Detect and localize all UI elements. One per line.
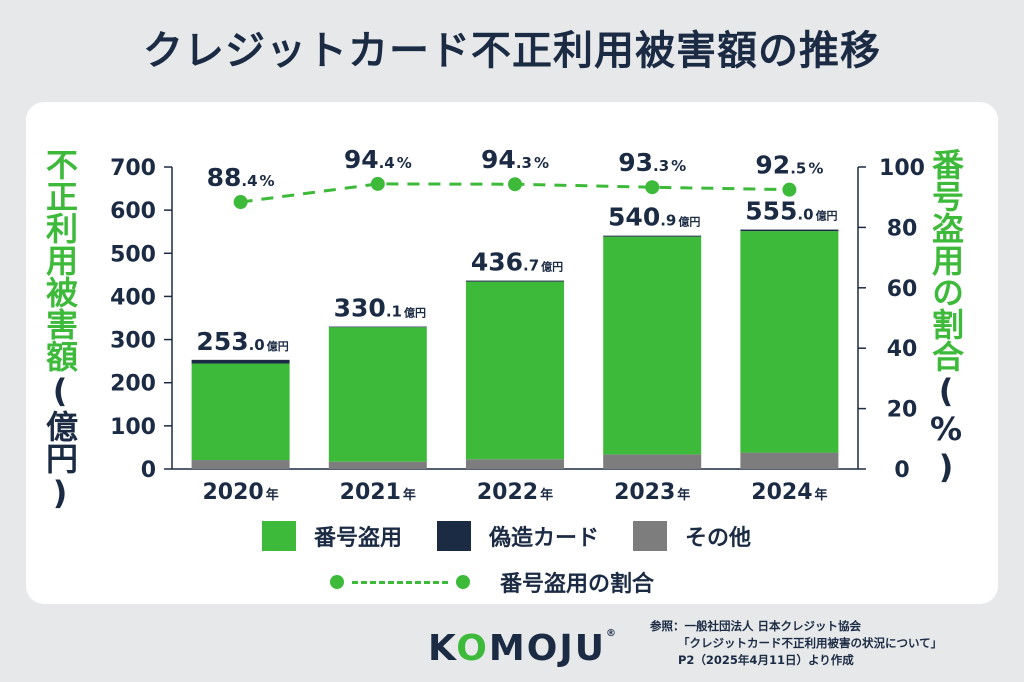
bar-segment-other xyxy=(328,461,427,469)
x-tick-label: 2020 年 xyxy=(202,480,278,505)
komoju-logo: KOMOJU® xyxy=(428,628,618,669)
bar-segment-counterfeit xyxy=(740,229,839,232)
ratio-data-label: 93.3% xyxy=(618,148,686,177)
ratio-point xyxy=(233,195,248,210)
right-tick-label: 100 xyxy=(879,156,925,181)
ratio-point xyxy=(508,177,522,192)
left-tick-label: 600 xyxy=(110,199,156,224)
bar-total-label: 330.1 億円 xyxy=(334,294,426,323)
bar-total-label: 436.7 億円 xyxy=(471,248,563,277)
left-tick-label: 300 xyxy=(110,329,156,354)
logo-text-o: O xyxy=(456,628,489,669)
legend-swatch-counterfeit xyxy=(437,521,471,551)
right-tick-label: 0 xyxy=(894,458,909,483)
ratio-point xyxy=(645,180,660,195)
right-tick-label: 40 xyxy=(887,337,918,362)
left-tick-label: 0 xyxy=(141,458,156,483)
source-line-2: 「クレジットカード不正利用被害の状況について」 xyxy=(678,636,943,650)
bar-segment-theft xyxy=(466,281,564,460)
bar-segment-theft xyxy=(191,363,290,461)
source-note: 参照：一般社団法人 日本クレジット協会 「クレジットカード不正利用被害の状況につ… xyxy=(650,618,1000,669)
left-tick-label: 400 xyxy=(110,285,156,310)
legend-label-other: その他 xyxy=(685,526,752,551)
right-axis-label-main: 番号盗用の割合 xyxy=(927,148,965,372)
left-tick-label: 100 xyxy=(110,415,156,440)
page-title: クレジットカード不正利用被害額の推移 xyxy=(143,28,881,74)
right-tick-label: 80 xyxy=(887,216,918,241)
x-tick-label: 2021 年 xyxy=(340,480,416,505)
logo-text-moju: MOJU xyxy=(488,628,606,669)
legend-swatch-other xyxy=(633,521,667,551)
legend-label-ratio: 番号盗用の割合 xyxy=(500,572,655,597)
x-tick-label: 2023 年 xyxy=(614,480,690,505)
bar-segment-counterfeit xyxy=(603,235,702,237)
ratio-point xyxy=(370,176,385,191)
legend-swatch-theft xyxy=(262,521,296,551)
bar-segment-counterfeit xyxy=(191,359,290,364)
ratio-data-label: 88.4% xyxy=(207,163,275,192)
bar-segment-counterfeit xyxy=(328,326,427,328)
source-line-3: P2（2025年4月11日）より作成 xyxy=(678,653,854,667)
legend-item-ratio: 番号盗用の割合 xyxy=(330,566,654,598)
legend-item-counterfeit: 偽造カード xyxy=(437,520,599,552)
bar-total-label: 540.9 億円 xyxy=(608,203,700,232)
left-axis-label-unit: (億円) xyxy=(41,372,79,512)
logo-text-k: K xyxy=(428,628,457,669)
right-axis-label: 番号盗用の割合(%) xyxy=(926,148,966,486)
legend-dash-line xyxy=(352,580,448,584)
legend-label-counterfeit: 偽造カード xyxy=(489,526,600,551)
ratio-data-label: 94.3% xyxy=(481,145,549,174)
bar-segment-other xyxy=(603,454,702,469)
left-tick-label: 200 xyxy=(110,372,156,397)
bar-total-label: 253.0 億円 xyxy=(196,327,288,356)
source-line-1: 参照：一般社団法人 日本クレジット協会 xyxy=(650,619,862,633)
bar-segment-theft xyxy=(740,231,839,453)
right-axis-label-unit: (%) xyxy=(927,372,965,486)
left-tick-label: 500 xyxy=(110,242,156,267)
legend-item-other: その他 xyxy=(633,520,751,552)
ratio-point xyxy=(782,182,797,197)
left-tick-label: 700 xyxy=(110,156,156,181)
bar-segment-counterfeit xyxy=(466,280,564,282)
logo-registered-mark: ® xyxy=(605,628,618,639)
legend-dot-right xyxy=(456,575,470,589)
legend-dot-left xyxy=(330,575,344,589)
left-axis-label: 不正利用被害額(億円) xyxy=(40,148,80,512)
bar-segment-theft xyxy=(603,236,702,455)
ratio-data-label: 92.5% xyxy=(755,151,823,180)
right-tick-label: 60 xyxy=(887,277,918,302)
x-tick-label: 2022 年 xyxy=(477,480,553,505)
bar-segment-other xyxy=(740,452,839,469)
right-tick-label: 20 xyxy=(887,398,918,423)
x-tick-label: 2024 年 xyxy=(751,480,827,505)
left-axis-label-main: 不正利用被害額 xyxy=(41,148,79,372)
ratio-data-label: 94.4% xyxy=(344,145,412,174)
bar-segment-theft xyxy=(328,327,427,462)
legend-label-theft: 番号盗用 xyxy=(314,526,403,551)
bar-total-label: 555.0 億円 xyxy=(745,197,837,226)
bar-segment-other xyxy=(191,460,290,469)
legend: 番号盗用 偽造カード その他 番号盗用の割合 xyxy=(0,516,1024,598)
legend-item-theft: 番号盗用 xyxy=(262,520,402,552)
bar-segment-other xyxy=(466,459,564,469)
